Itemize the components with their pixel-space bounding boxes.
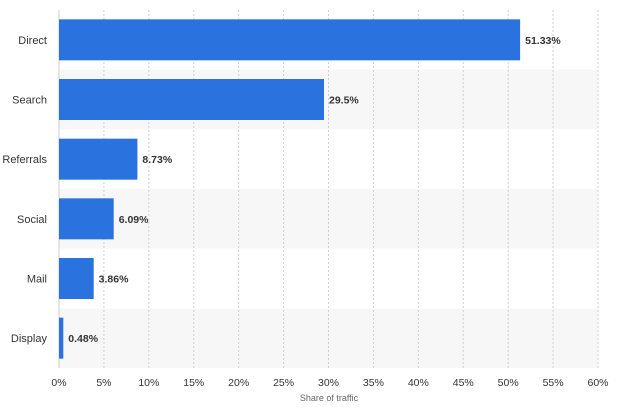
- bar-direct[interactable]: [59, 19, 521, 61]
- x-tick-label: 50%: [498, 377, 519, 389]
- value-label-social: 6.09%: [119, 214, 149, 226]
- bars: [59, 19, 521, 359]
- bar-referrals[interactable]: [59, 138, 138, 180]
- x-tick-label: 20%: [228, 377, 249, 389]
- value-label-search: 29.5%: [329, 95, 359, 107]
- category-label-display: Display: [11, 333, 48, 345]
- bar-mail[interactable]: [59, 258, 94, 299]
- value-label-referrals: 8.73%: [142, 154, 172, 166]
- category-label-mail: Mail: [27, 274, 47, 286]
- category-label-search: Search: [12, 95, 47, 107]
- x-tick-label: 0%: [51, 377, 66, 389]
- value-label-direct: 51.33%: [525, 35, 561, 47]
- x-tick-label: 45%: [453, 377, 474, 389]
- bar-display[interactable]: [59, 317, 64, 359]
- x-tick-label: 35%: [363, 377, 384, 389]
- x-tick-label: 25%: [273, 377, 294, 389]
- category-labels: Direct Search Referrals Social Mail Display: [2, 35, 47, 345]
- value-label-display: 0.48%: [68, 333, 98, 345]
- category-label-social: Social: [17, 214, 47, 226]
- x-axis-title: Share of traffic: [300, 393, 359, 403]
- gridlines: [58, 10, 599, 368]
- category-label-referrals: Referrals: [2, 154, 47, 166]
- value-label-mail: 3.86%: [99, 274, 129, 286]
- bar-search[interactable]: [59, 79, 325, 120]
- x-tick-labels: 0% 5% 10% 15% 20% 25% 30% 35% 40% 45% 50% 55% 60%: [51, 377, 608, 389]
- x-tick-label: 55%: [543, 377, 564, 389]
- x-tick-label: 15%: [183, 377, 204, 389]
- category-label-direct: Direct: [18, 35, 47, 47]
- x-tick-label: 5%: [96, 377, 111, 389]
- bar-social[interactable]: [59, 198, 114, 240]
- x-tick-label: 40%: [408, 377, 429, 389]
- x-tick-label: 30%: [318, 377, 339, 389]
- value-labels: 51.33% 29.5% 8.73% 6.09% 3.86% 0.48%: [68, 35, 561, 345]
- x-tick-label: 60%: [587, 377, 608, 389]
- x-tick-label: 10%: [138, 377, 159, 389]
